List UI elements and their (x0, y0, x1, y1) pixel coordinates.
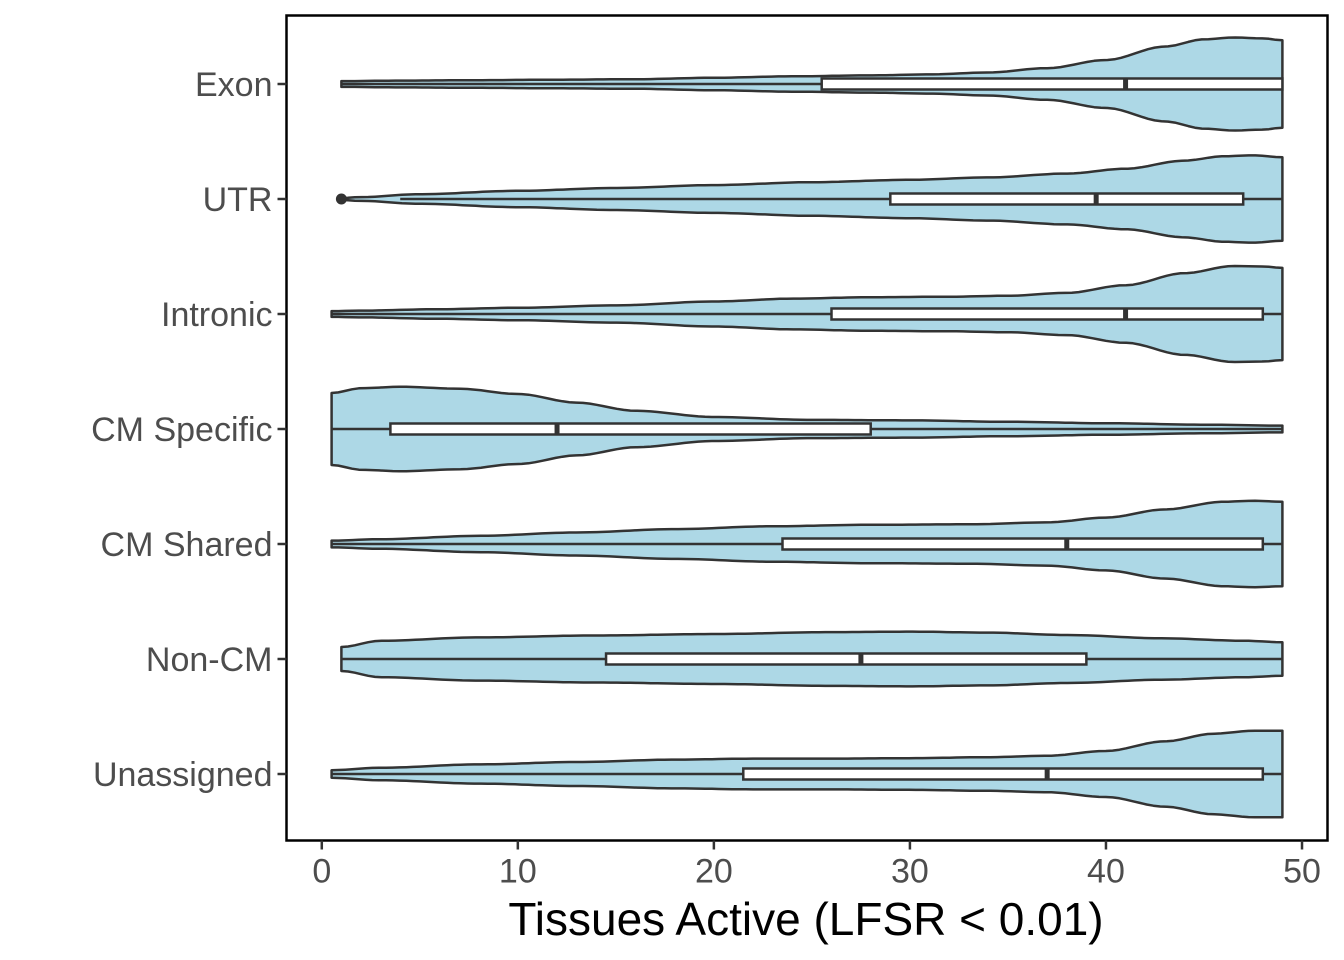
violin-group-non-cm (340, 630, 1284, 688)
box-cm-specific (389, 422, 872, 436)
x-axis-title: Tissues Active (LFSR < 0.01) (508, 893, 1103, 945)
y-tick-label-cm-shared: CM Shared (101, 526, 273, 564)
violins-layer (330, 36, 1284, 819)
box-unassigned (742, 767, 1265, 781)
y-axis: Exon UTR Intronic CM Specific CM Shared Non-C… (91, 66, 287, 794)
box-non-cm (604, 652, 1088, 666)
x-tick-label-20: 20 (695, 853, 733, 891)
box-utr (889, 192, 1245, 206)
y-tick-label-utr: UTR (203, 181, 273, 219)
x-tick-label-0: 0 (312, 853, 331, 891)
x-tick-label-30: 30 (891, 853, 929, 891)
x-tick-label-40: 40 (1087, 853, 1125, 891)
y-tick-label-unassigned: Unassigned (93, 756, 273, 794)
y-tick-label-exon: Exon (195, 66, 273, 104)
violin-group-intronic (330, 264, 1284, 364)
violin-group-cm-specific (330, 385, 1284, 473)
violin-group-utr (335, 154, 1284, 244)
x-axis: 0 10 20 30 40 50 (312, 840, 1321, 891)
violin-group-unassigned (330, 729, 1284, 819)
x-tick-label-50: 50 (1283, 853, 1321, 891)
x-tick-label-10: 10 (499, 853, 537, 891)
y-tick-label-cm-specific: CM Specific (91, 411, 272, 449)
outlier-point-utr (335, 193, 347, 205)
violin-group-exon (340, 36, 1284, 132)
y-tick-label-non-cm: Non-CM (146, 641, 273, 679)
box-exon (820, 77, 1284, 91)
box-intronic (830, 307, 1265, 321)
box-cm-shared (781, 537, 1265, 551)
y-tick-label-intronic: Intronic (161, 296, 273, 334)
violin-group-cm-shared (330, 499, 1284, 589)
